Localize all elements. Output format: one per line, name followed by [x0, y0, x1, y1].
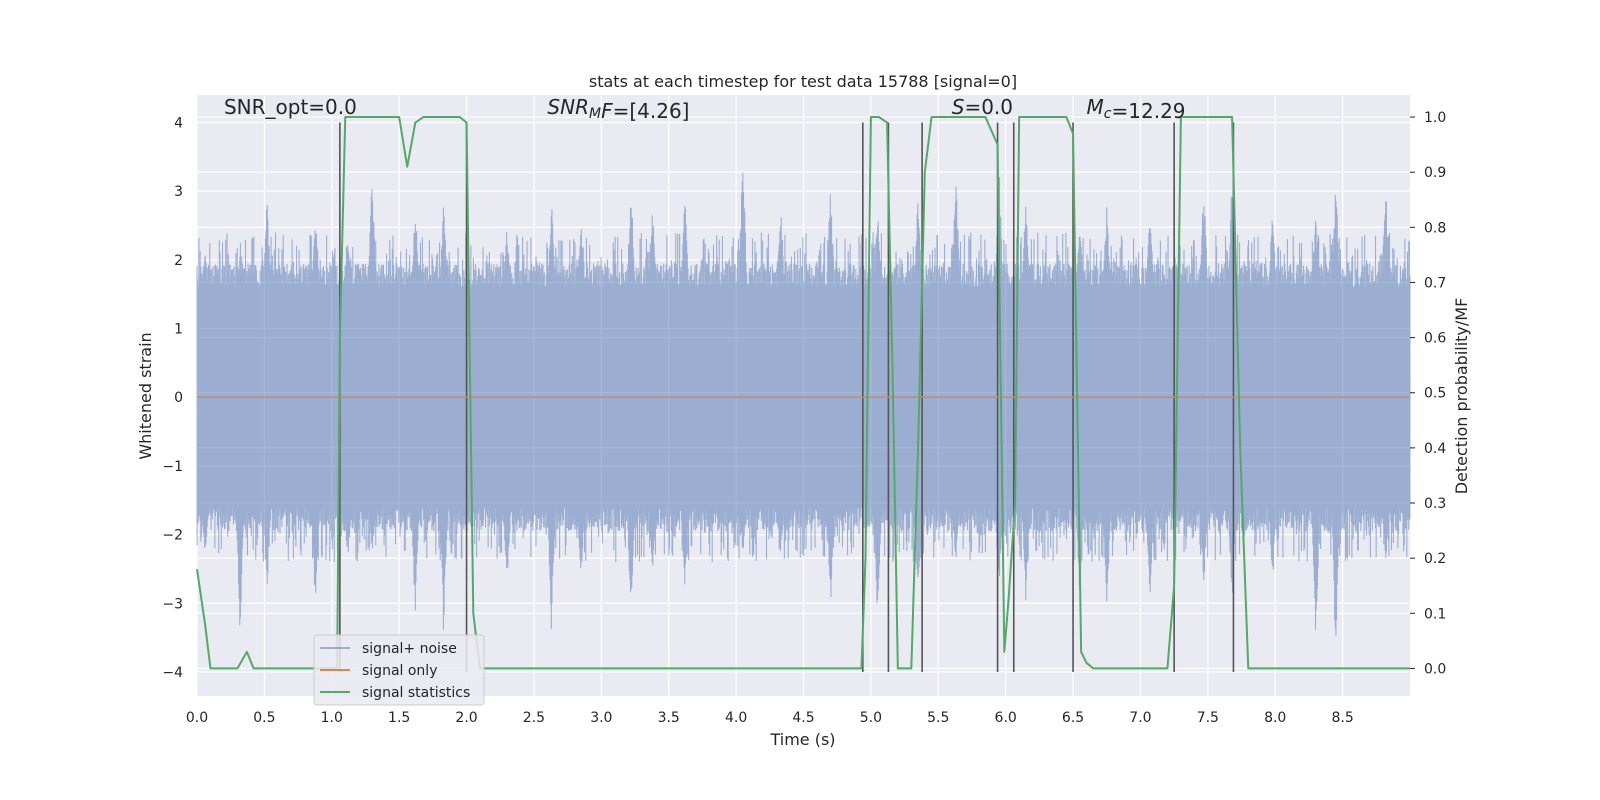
annotation-2: S=0.0 — [952, 95, 1013, 119]
x-tick-label: 5.5 — [927, 710, 949, 726]
y-right-tick-label: 0.4 — [1424, 441, 1446, 457]
legend: signal+ noise signal only signal statistic… — [313, 634, 485, 706]
y-right-tick-label: 0.2 — [1424, 551, 1446, 567]
x-tick-label: 7.5 — [1197, 710, 1219, 726]
y-tick-label: 4 — [174, 115, 183, 131]
x-tick-label: 3.5 — [658, 710, 680, 726]
annotation-1: SNRMF=[4.26] — [547, 95, 689, 123]
y-right-tick-label: 0.9 — [1424, 165, 1446, 181]
y-right-tick-label: 0.3 — [1424, 496, 1446, 512]
x-tick-label: 3.0 — [590, 710, 612, 726]
chart-title: stats at each timestep for test data 157… — [589, 72, 1017, 91]
x-tick-label: 0.5 — [253, 710, 275, 726]
x-tick-label: 8.0 — [1264, 710, 1286, 726]
y-tick-label: 1 — [174, 322, 183, 338]
y-axis-right-label: Detection probability/MF — [1452, 298, 1471, 495]
x-tick-label: 7.0 — [1129, 710, 1151, 726]
legend-entry: signal statistics — [362, 685, 470, 701]
y-right-tick-label: 0.8 — [1424, 220, 1446, 236]
x-tick-label: 1.0 — [321, 710, 343, 726]
x-tick-label: 6.5 — [1062, 710, 1084, 726]
y-tick-label: 2 — [174, 253, 183, 269]
y-tick-label: 0 — [174, 390, 183, 406]
y-axis-label: Whitened strain — [136, 332, 155, 459]
y-right-tick-label: 0.1 — [1424, 606, 1446, 622]
annotations: SNR_opt=0.0 SNRMF=[4.26] S=0.0 Mc=12.29 — [224, 95, 1186, 123]
series-lines — [196, 116, 1410, 670]
legend-entry: signal only — [362, 663, 437, 679]
y-right-tick-label: 0.6 — [1424, 331, 1446, 347]
x-tick-label: 0.0 — [186, 710, 208, 726]
x-tick-label: 6.0 — [995, 710, 1017, 726]
y-tick-label: −3 — [162, 596, 183, 612]
y-tick-label: −4 — [162, 665, 183, 681]
x-axis-label: Time (s) — [769, 730, 835, 749]
annotation-0: SNR_opt=0.0 — [224, 95, 357, 119]
x-tick-label: 2.5 — [523, 710, 545, 726]
signal-statistics-line — [196, 116, 1410, 670]
x-tick-label: 2.0 — [455, 710, 477, 726]
y-axis-right-ticks: 0.0 0.1 0.2 0.3 0.4 0.5 0.6 0.7 0.8 0.9 1.0 — [1410, 110, 1446, 677]
y-axis-ticks: −4 −3 −2 −1 0 1 2 3 4 — [162, 115, 183, 680]
x-tick-label: 8.5 — [1331, 710, 1353, 726]
x-tick-label: 4.0 — [725, 710, 747, 726]
y-right-tick-label: 0.7 — [1424, 275, 1446, 291]
y-tick-label: −2 — [162, 528, 183, 544]
y-right-tick-label: 1.0 — [1424, 110, 1446, 126]
y-right-tick-label: 0.5 — [1424, 386, 1446, 402]
x-axis-ticks: 0.0 0.5 1.0 1.5 2.0 2.5 3.0 3.5 4.0 4.5 5.0 5.5 6.0 6… — [186, 710, 1354, 726]
y-right-tick-label: 0.0 — [1424, 661, 1446, 677]
y-tick-label: −1 — [162, 459, 183, 475]
x-tick-label: 1.5 — [388, 710, 410, 726]
x-tick-label: 5.0 — [860, 710, 882, 726]
annotation-3: Mc=12.29 — [1087, 95, 1186, 123]
legend-box — [313, 634, 485, 706]
legend-entry: signal+ noise — [362, 641, 457, 657]
y-tick-label: 3 — [174, 184, 183, 200]
x-tick-label: 4.5 — [792, 710, 814, 726]
